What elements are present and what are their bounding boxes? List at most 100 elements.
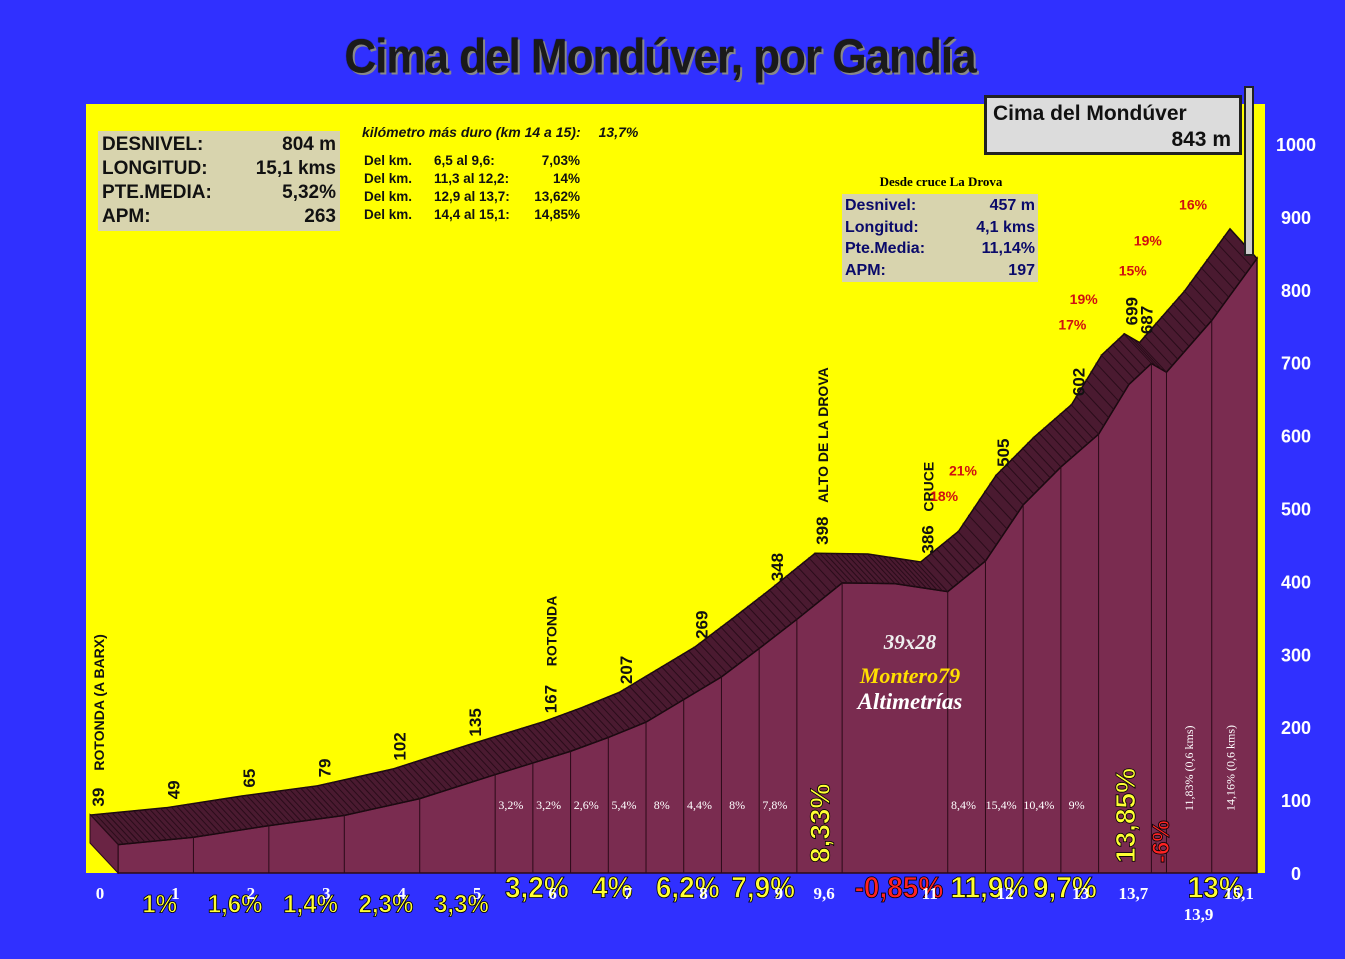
hardest-km-note: kilómetro más duro (km 14 a 15): 13,7% [362, 124, 638, 140]
stat-row: APM: 263 [102, 205, 336, 229]
segment-gradient: 13,62% [534, 189, 580, 204]
segment-gradient: 14,85% [534, 207, 580, 222]
surface-hatch [720, 626, 749, 657]
surface-hatch [1027, 442, 1056, 473]
place-label: ROTONDA [544, 596, 560, 667]
stat-label: LONGITUD: [102, 158, 208, 179]
surface-hatch [288, 788, 318, 820]
stat-row: Longitud: 4,1 kms [845, 217, 1035, 239]
surface-hatch [407, 763, 437, 794]
surface-hatch [935, 548, 965, 579]
author-name: Montero79 [859, 663, 961, 688]
km-gradient-label: -0,85% [855, 872, 944, 905]
surface-hatch [763, 593, 792, 624]
sub-segment-label: 14,16% (0,6 kms) [1224, 725, 1238, 811]
x-tick-label: 2 [247, 884, 256, 903]
half-km-gradient-label: 5,4% [612, 798, 637, 812]
y-axis: 0 100 200 300 400 500 600 700 800 900 1000 [1276, 135, 1316, 884]
altitude-label: 135 [466, 708, 485, 736]
surface-hatch [175, 805, 205, 836]
stat-row: DESNIVEL: 804 m [102, 133, 336, 157]
surface-hatch [515, 729, 545, 760]
segment-range: 12,9 al 13,7: [434, 189, 510, 204]
surface-hatch [596, 700, 625, 732]
x-tick-label: 8 [699, 884, 708, 903]
segment-gradient: 7,03% [541, 153, 580, 168]
surface-hatch [547, 718, 577, 750]
surface-hatch [736, 613, 765, 645]
surface-hatch [385, 769, 415, 801]
stat-value: 4,1 kms [976, 218, 1035, 236]
x-tick-label: 9,6 [814, 884, 835, 903]
surface-hatch [649, 672, 679, 704]
km-gradient-label: 3,2% [505, 872, 569, 905]
km-gradient-label: 9,7% [1033, 872, 1097, 905]
surface-hatch [1177, 296, 1207, 328]
x-tick-label: 7 [624, 884, 633, 903]
half-km-gradient-label: 15,4% [986, 798, 1017, 812]
surface-hatch [840, 552, 869, 584]
surface-hatch [1021, 447, 1051, 479]
surface-hatch [785, 575, 815, 606]
segment-row: Del km. 11,3 al 12,2: 14% [364, 170, 580, 188]
surface-hatch [850, 553, 880, 584]
surface-hatch [143, 809, 173, 840]
steep-ramp-label: 16% [1179, 196, 1208, 212]
surface-hatch [813, 552, 843, 584]
surface-hatch [940, 543, 970, 575]
surface-hatch [181, 804, 210, 836]
surface-hatch [450, 749, 480, 781]
y-tick-label: 500 [1281, 500, 1311, 520]
surface-hatch [348, 777, 377, 809]
half-km-gradient-label: 9% [1069, 798, 1085, 812]
stat-label: Pte.Media: [845, 240, 926, 257]
surface-hatch [1117, 338, 1147, 370]
surface-hatch [402, 764, 431, 796]
x-tick-label: 0 [96, 884, 105, 903]
surface-hatch [439, 752, 469, 784]
surface-hatch [666, 662, 695, 694]
surface-hatch [951, 535, 981, 566]
x-tick-label: 12 [997, 884, 1014, 903]
summit-sign: Cima del Mondúver 843 m [984, 95, 1242, 155]
km-gradient-label: 13,85% [1110, 768, 1141, 863]
surface-hatch [779, 579, 809, 611]
stat-value: 11,14% [981, 240, 1035, 257]
surface-hatch [138, 809, 167, 841]
surface-hatch [930, 552, 959, 584]
x-tick-label: 3 [322, 884, 331, 903]
km-gradient-label: 6,2% [656, 872, 720, 905]
km-gradient-label: 1,6% [208, 891, 263, 919]
surface-hatch [542, 720, 571, 752]
surface-hatch [154, 807, 184, 839]
surface-hatch [834, 552, 864, 584]
x-axis: 0 1 2 3 4 5 6 7 8 9 9,6 11 12 13 13,7 15,113,9 [96, 884, 1254, 924]
steep-ramp-label: 19% [1070, 291, 1099, 307]
surface-hatch [866, 553, 896, 584]
surface-hatch [396, 766, 426, 798]
surface-hatch [342, 779, 372, 810]
surface-hatch [218, 798, 248, 830]
surface-hatch [914, 560, 943, 592]
surface-hatch [262, 792, 291, 824]
altitude-label: 687 [1137, 306, 1156, 334]
surface-hatch [531, 724, 561, 755]
segment-row: Del km. 14,4 al 15,1: 14,85% [364, 206, 580, 224]
surface-hatch [434, 754, 464, 786]
surface-hatch [100, 813, 130, 844]
half-km-gradient-label: 3,2% [536, 798, 561, 812]
km-gradient-label: 8,33% [805, 784, 836, 863]
surface-hatch [1155, 322, 1184, 354]
surface-hatch [504, 732, 534, 764]
surface-hatch [95, 813, 124, 845]
surface-hatch [197, 801, 227, 833]
surface-hatch [628, 685, 658, 716]
surface-hatch [682, 653, 712, 684]
surface-hatch [240, 795, 270, 826]
surface-hatch [375, 771, 404, 803]
surface-hatch [429, 756, 458, 787]
segment-prefix: Del km. [364, 207, 413, 222]
segment-gradient: 14% [552, 171, 580, 186]
surface-hatch [924, 556, 954, 588]
surface-hatch [493, 735, 523, 767]
